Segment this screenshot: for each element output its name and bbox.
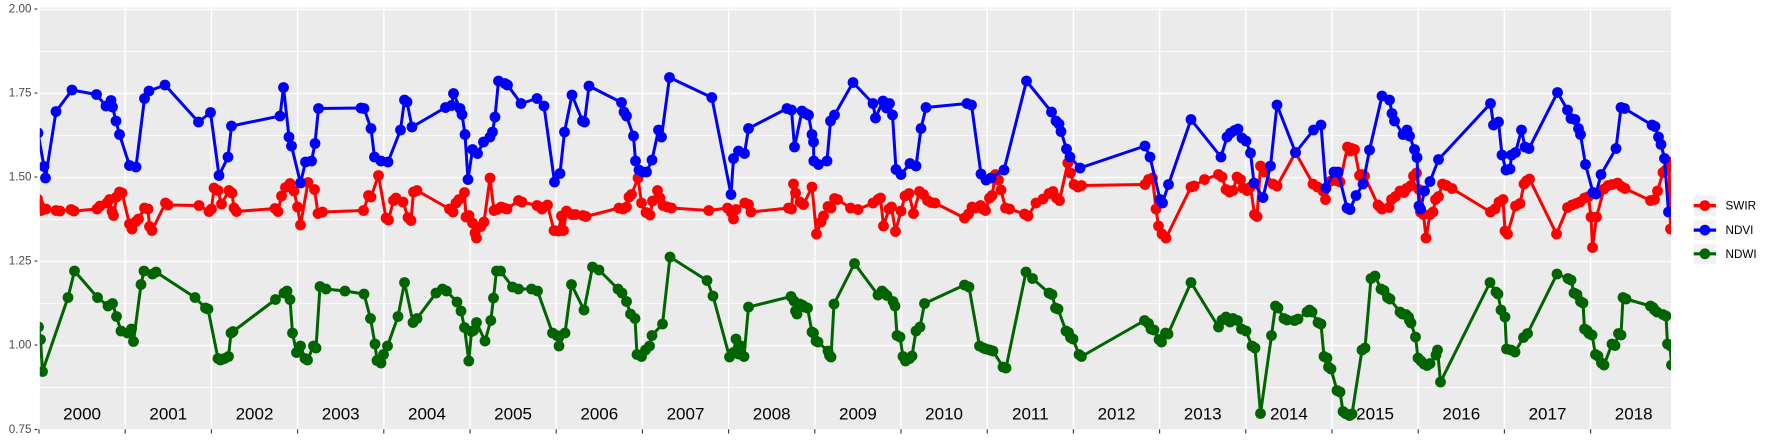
- svg-text:2016: 2016: [1442, 405, 1480, 424]
- svg-text:2012: 2012: [1098, 405, 1136, 424]
- svg-text:1.00: 1.00: [9, 339, 32, 352]
- svg-text:2006: 2006: [580, 405, 618, 424]
- svg-text:1.50: 1.50: [9, 171, 32, 184]
- svg-text:2013: 2013: [1184, 405, 1222, 424]
- svg-text:2015: 2015: [1356, 405, 1394, 424]
- svg-text:2010: 2010: [925, 405, 963, 424]
- svg-text:0.75: 0.75: [9, 423, 32, 436]
- svg-text:2017: 2017: [1529, 405, 1567, 424]
- svg-text:1.75: 1.75: [9, 87, 32, 100]
- svg-text:2000: 2000: [63, 405, 101, 424]
- svg-text:2007: 2007: [667, 405, 705, 424]
- svg-text:2011: 2011: [1012, 405, 1049, 424]
- svg-text:2001: 2001: [149, 405, 187, 424]
- svg-text:2005: 2005: [494, 405, 532, 424]
- svg-text:NDVI: NDVI: [1726, 224, 1754, 237]
- svg-text:2014: 2014: [1270, 405, 1308, 424]
- svg-text:2018: 2018: [1615, 405, 1653, 424]
- svg-text:1.25: 1.25: [9, 255, 32, 268]
- svg-text:2004: 2004: [408, 405, 446, 424]
- svg-text:2.00: 2.00: [9, 3, 32, 16]
- svg-text:2002: 2002: [236, 405, 274, 424]
- svg-text:SWIR: SWIR: [1726, 200, 1757, 213]
- svg-text:2008: 2008: [753, 405, 791, 424]
- svg-text:2009: 2009: [839, 405, 877, 424]
- svg-text:NDWI: NDWI: [1726, 248, 1757, 261]
- svg-text:2003: 2003: [322, 405, 360, 424]
